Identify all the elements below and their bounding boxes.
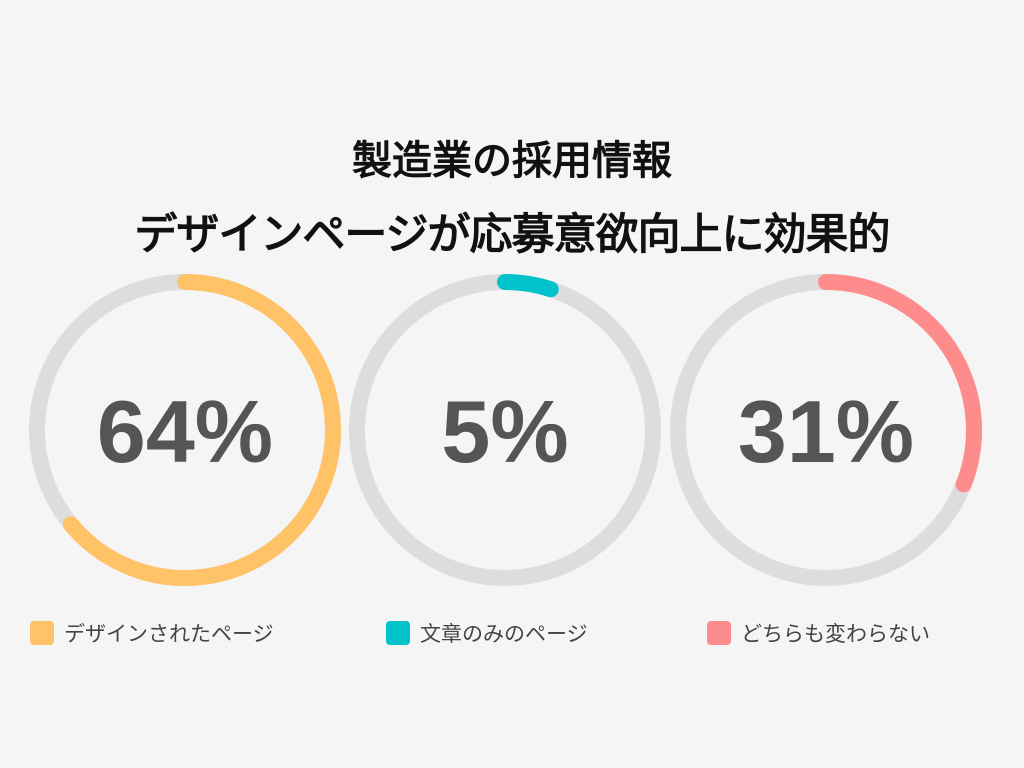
legend-label: 文章のみのページ (420, 622, 588, 646)
chart-title-line1: 製造業の採用情報 (352, 138, 672, 184)
legend-label: どちらも変わらない (741, 622, 930, 646)
legend-item-text-only: 文章のみのページ (386, 618, 588, 648)
donut-value-label: 64% (97, 382, 273, 481)
legend-item-designed: デザインされたページ (30, 618, 274, 648)
donut-value-label: 31% (738, 382, 914, 481)
chart-title-line2: デザインページが応募意欲向上に効果的 (134, 210, 890, 260)
legend-item-no-difference: どちらも変わらない (707, 618, 930, 648)
legend-swatch (386, 621, 410, 645)
legend-label: デザインされたページ (64, 622, 274, 646)
legend-swatch (30, 621, 54, 645)
donut-arc (62, 274, 341, 586)
legend-swatch (707, 621, 731, 645)
donut-value-label: 5% (441, 382, 568, 481)
donut-arc (497, 274, 559, 298)
donut-arc (818, 274, 982, 493)
